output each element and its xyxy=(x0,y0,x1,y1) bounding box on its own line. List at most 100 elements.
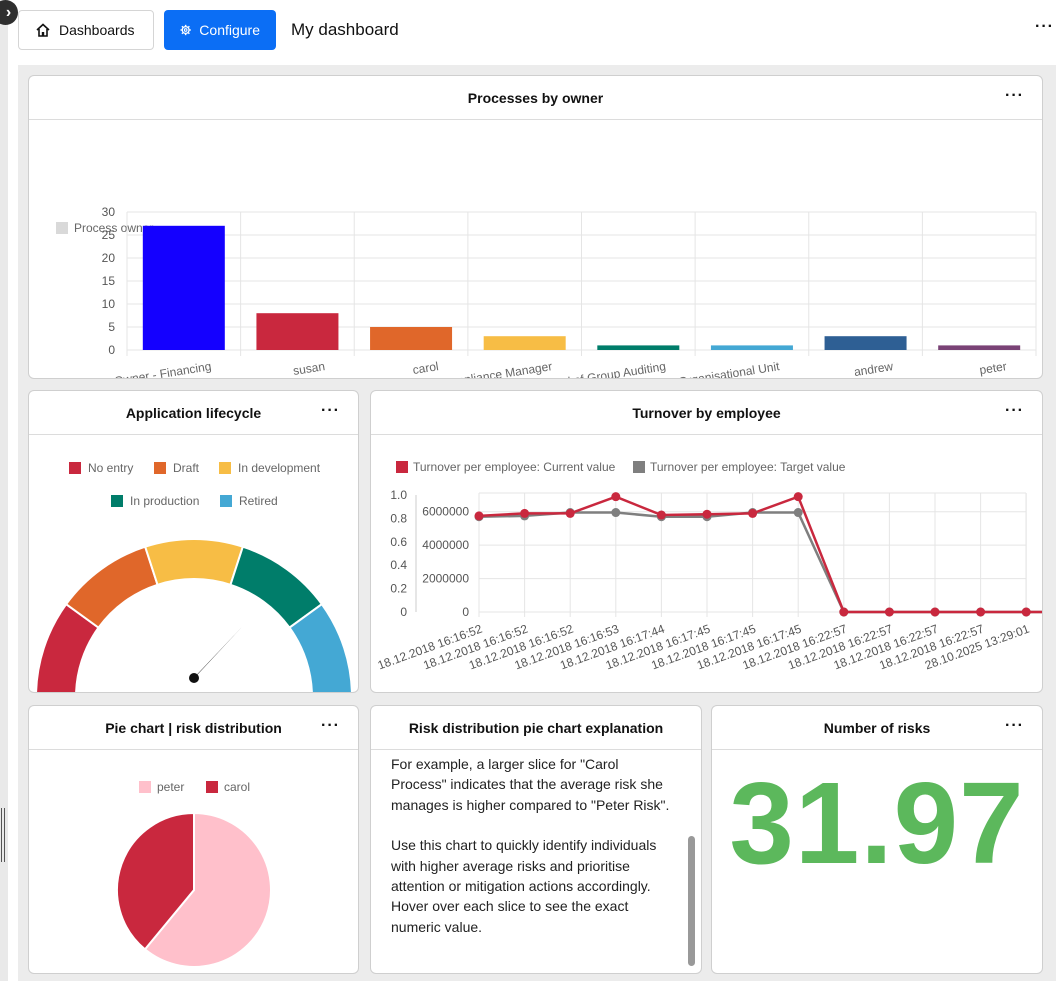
x-tick-label: peter xyxy=(978,359,1007,377)
legend-swatch xyxy=(56,222,68,234)
explanation-paragraph-2: Use this chart to quickly identify indiv… xyxy=(391,837,657,935)
y-tick-label-left: 0.2 xyxy=(390,582,407,596)
y-tick-label: 10 xyxy=(102,297,116,311)
y-tick-label: 2000000 xyxy=(422,572,469,586)
widget-more-menu-icon[interactable]: ··· xyxy=(321,717,340,734)
legend-swatch xyxy=(154,462,166,474)
widget-title: Risk distribution pie chart explanation xyxy=(408,719,664,736)
series-line xyxy=(478,511,1042,614)
legend-label: peter xyxy=(157,780,184,794)
legend-label: Draft xyxy=(173,461,200,475)
bar-chart: Process owner 0 5 10 15 20 25 30 Process Owner -… xyxy=(56,205,1037,379)
configure-button[interactable]: Configure xyxy=(164,10,276,50)
dashboards-button[interactable]: Dashboards xyxy=(18,10,154,50)
y-tick-label-left: 0.4 xyxy=(390,558,407,572)
data-point xyxy=(793,508,803,518)
gear-icon xyxy=(180,24,191,36)
widget-more-menu-icon[interactable]: ··· xyxy=(321,402,340,419)
widget-processes-by-owner: Processes by owner ··· Process owner 0 5 10… xyxy=(28,75,1043,379)
legend-swatch xyxy=(69,462,81,474)
widget-more-menu-icon[interactable]: ··· xyxy=(1005,717,1024,734)
left-rail xyxy=(0,0,8,981)
widget-header: Processes by owner ··· xyxy=(29,76,1042,120)
pie-slice xyxy=(116,811,195,951)
widget-header: Number of risks ··· xyxy=(712,706,1042,750)
y-tick-label: 25 xyxy=(102,228,116,242)
legend-swatch xyxy=(396,461,408,473)
y-tick-label-left: 1.0 xyxy=(390,488,407,502)
data-point xyxy=(1021,607,1031,617)
widget-title: Application lifecycle xyxy=(125,404,262,421)
legend-label: carol xyxy=(224,780,250,794)
kpi-value: 31.97 xyxy=(729,758,1025,888)
page-more-menu-icon[interactable]: ··· xyxy=(1035,18,1054,35)
widget-pie-risk-distribution: Pie chart | risk distribution ··· peter c… xyxy=(28,705,359,974)
gauge-chart: No entry Draft In development In production… xyxy=(35,461,353,692)
pie-chart: peter carol xyxy=(116,780,272,968)
y-tick-label: 0 xyxy=(108,343,115,357)
widget-risk-explanation: Risk distribution pie chart explanation … xyxy=(370,705,702,974)
bar xyxy=(824,336,907,350)
resize-handle[interactable] xyxy=(1,808,5,862)
bar xyxy=(483,336,566,350)
x-tick-label: Process Owner - Financing xyxy=(67,359,212,379)
bar xyxy=(938,345,1021,350)
x-tick-label: Compliance Manager xyxy=(438,359,553,379)
x-tick-label: Head of Group Auditing xyxy=(541,359,666,379)
data-point xyxy=(702,509,712,519)
home-icon xyxy=(36,23,50,37)
data-point xyxy=(611,508,621,518)
pie-slice xyxy=(143,811,272,968)
gauge-needle-hub xyxy=(189,673,199,683)
y-tick-label-left: 0.6 xyxy=(390,535,407,549)
legend-swatch xyxy=(633,461,645,473)
widget-title: Number of risks xyxy=(823,719,931,736)
bar xyxy=(256,313,339,350)
scrollbar-thumb[interactable] xyxy=(688,836,695,966)
y-tick-label: 30 xyxy=(102,205,116,219)
gauge-segment xyxy=(288,602,353,692)
toolbar: Dashboards Configure My dashboard ··· xyxy=(18,10,1056,50)
x-tick-label: andrew xyxy=(853,359,894,379)
widget-header: Application lifecycle ··· xyxy=(29,391,358,435)
widget-more-menu-icon[interactable]: ··· xyxy=(1005,402,1024,419)
legend-swatch xyxy=(220,495,232,507)
data-point xyxy=(976,607,986,617)
x-tick-label: carol xyxy=(412,359,440,377)
legend-label: No entry xyxy=(88,461,133,475)
legend-label: Turnover per employee: Target value xyxy=(650,460,846,474)
legend-label: Turnover per employee: Current value xyxy=(413,460,616,474)
series-line xyxy=(478,495,1042,614)
data-point xyxy=(884,607,894,617)
widget-title: Processes by owner xyxy=(467,89,604,106)
dashboards-label: Dashboards xyxy=(59,22,135,38)
widget-turnover-by-employee: Turnover by employee ··· Turnover per em… xyxy=(370,390,1043,693)
explanation-paragraph-1: For example, a larger slice for "Carol P… xyxy=(391,756,670,813)
widget-title: Turnover by employee xyxy=(632,404,781,421)
bar xyxy=(710,345,793,350)
gauge-needle xyxy=(191,625,244,681)
widget-header: Risk distribution pie chart explanation xyxy=(371,706,701,750)
legend-swatch xyxy=(219,462,231,474)
data-point xyxy=(656,510,666,520)
chevron-right-icon: › xyxy=(5,3,12,21)
widget-title: Pie chart | risk distribution xyxy=(105,719,282,736)
y-tick-label: 15 xyxy=(102,274,116,288)
y-tick-label-left: 0.8 xyxy=(390,511,407,525)
data-point xyxy=(839,607,849,617)
legend-label: Process owner xyxy=(74,221,153,235)
x-tick-label: susan xyxy=(292,359,326,378)
data-point xyxy=(930,607,940,617)
explanation-body: For example, a larger slice for "Carol P… xyxy=(371,750,701,973)
legend-swatch xyxy=(111,495,123,507)
expand-sidebar-button[interactable]: › xyxy=(0,0,18,25)
line-chart: Turnover per employee: Current value Turn… xyxy=(376,460,1042,672)
widget-more-menu-icon[interactable]: ··· xyxy=(1005,87,1024,104)
widget-application-lifecycle: Application lifecycle ··· No entry Draft I… xyxy=(28,390,359,693)
y-tick-label: 4000000 xyxy=(422,538,469,552)
page-title: My dashboard xyxy=(291,20,399,39)
widget-header: Pie chart | risk distribution ··· xyxy=(29,706,358,750)
legend-label: In development xyxy=(238,461,321,475)
y-tick-label-left: 0 xyxy=(400,605,407,619)
y-tick-label: 5 xyxy=(108,320,115,334)
